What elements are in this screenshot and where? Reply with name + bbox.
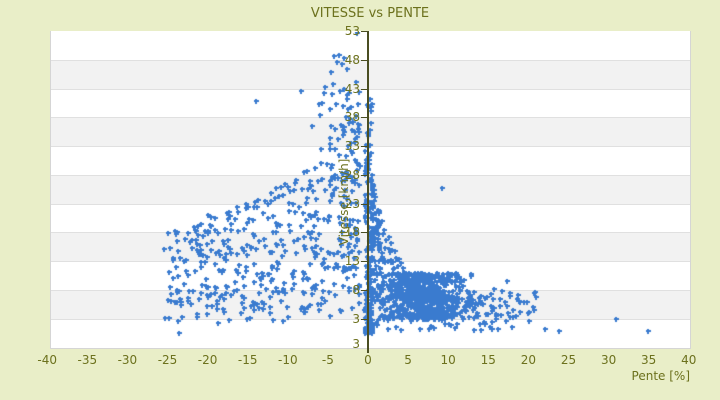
x-tick-label: -40 [37, 353, 57, 367]
x-axis-title: Pente [%] [631, 369, 690, 383]
y-axis-tick [361, 146, 367, 147]
x-tick-label: 5 [404, 353, 412, 367]
y-axis-tick [361, 318, 367, 320]
x-tick-label: -10 [277, 353, 298, 367]
x-tick-label: -20 [197, 353, 218, 367]
y-tick-label: 38 [344, 110, 360, 125]
y-axis-tick [361, 289, 367, 291]
x-tick-label: 35 [641, 353, 657, 367]
x-tick-label: -25 [157, 353, 178, 367]
x-tick-label: -35 [77, 353, 98, 367]
y-tick-label: 48 [344, 52, 360, 67]
x-tick-label: 30 [600, 353, 617, 367]
x-tick-label: 20 [520, 353, 537, 367]
y-axis-tick [361, 88, 367, 90]
y-tick-label: 33 [344, 139, 360, 153]
y-axis-tick [361, 31, 367, 32]
y-tick-label: 8 [352, 282, 360, 297]
y-axis-min-label: 3 [352, 337, 360, 351]
x-tick-label: -30 [117, 353, 138, 367]
x-tick-label: 0 [364, 353, 372, 367]
y-tick-label: 3 [352, 311, 360, 326]
scatter-canvas [51, 32, 690, 348]
y-tick-label: 13 [344, 254, 360, 268]
x-tick-label: 40 [681, 353, 697, 367]
y-tick-label: 28 [344, 167, 360, 182]
y-tick-label: 53 [344, 24, 360, 38]
x-tick-label: 25 [560, 353, 577, 367]
x-tick-label: -15 [237, 353, 258, 367]
chart-title: VITESSE vs PENTE [310, 6, 430, 21]
y-axis-line [367, 31, 369, 353]
plot-area [50, 31, 691, 349]
y-axis-tick [361, 174, 367, 176]
y-tick-label: 18 [344, 225, 360, 240]
x-tick-label: 10 [440, 353, 456, 367]
y-tick-label: 23 [344, 196, 360, 211]
x-tick-label: -5 [321, 353, 334, 367]
y-axis-tick [361, 203, 367, 205]
y-axis-tick [361, 59, 367, 61]
x-tick-label: 15 [480, 353, 496, 367]
y-tick-label: 43 [344, 81, 360, 96]
y-axis-tick [361, 232, 367, 234]
y-axis-tick [361, 261, 367, 262]
y-axis-tick [361, 117, 367, 119]
